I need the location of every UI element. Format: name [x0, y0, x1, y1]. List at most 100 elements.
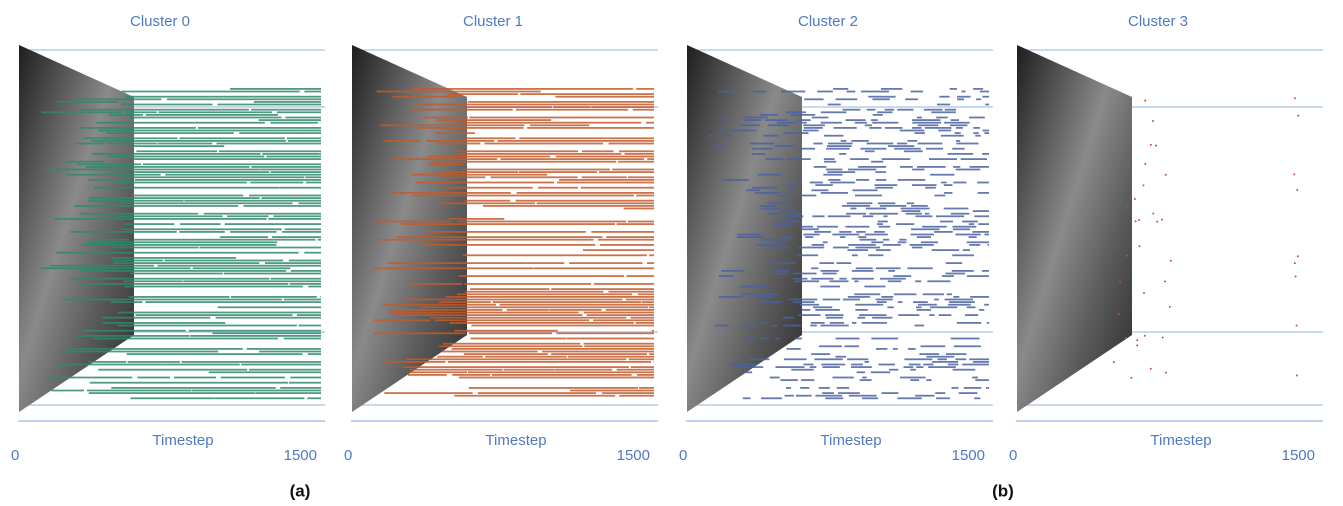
trajectory-strip: [403, 299, 623, 301]
trajectory-strip: [878, 221, 888, 223]
trajectory-strip: [122, 91, 300, 93]
trajectory-strip: [304, 91, 321, 93]
trajectory-strip: [454, 395, 615, 397]
trajectory-strip: [877, 111, 892, 113]
trajectory-strip: [390, 309, 503, 311]
trajectory-strip: [776, 221, 800, 223]
trajectory-strip: [439, 345, 583, 347]
trajectory-strip: [744, 338, 755, 340]
trajectory-strip: [145, 301, 321, 303]
trajectory-strip: [897, 109, 913, 111]
trajectory-strip: [146, 114, 278, 116]
trajectory-strip: [801, 309, 810, 311]
trajectory-strip: [491, 176, 578, 178]
trajectory-strip: [908, 348, 916, 350]
trajectory-strip: [501, 158, 645, 160]
trajectory-strip: [241, 364, 321, 366]
trajectory-strip: [915, 395, 934, 397]
trajectory-strip: [910, 244, 934, 246]
trajectory-strip: [975, 379, 989, 381]
trajectory-strip: [593, 319, 654, 321]
trajectory-strip: [942, 275, 954, 277]
trajectory-strip: [861, 91, 889, 93]
trajectory-strip: [951, 213, 970, 215]
trajectory-strip: [299, 325, 321, 327]
trajectory-strip: [469, 332, 552, 334]
trajectory-strip: [836, 338, 860, 340]
point: [1296, 374, 1298, 376]
trajectory-strip: [288, 140, 321, 142]
trajectory-strip: [290, 283, 321, 285]
trajectory-strip: [775, 338, 779, 340]
trajectory-strip: [118, 202, 292, 204]
x-axis-label: Timestep: [152, 432, 213, 449]
trajectory-strip: [962, 364, 989, 366]
trajectory-strip: [935, 392, 945, 394]
x-axis-label: Timestep: [1150, 432, 1211, 449]
trajectory-strip: [963, 249, 970, 251]
trajectory-strip: [777, 195, 793, 197]
trajectory-strip: [967, 241, 989, 243]
trajectory-strip: [800, 148, 815, 150]
trajectory-strip: [843, 299, 860, 301]
trajectory-strip: [121, 176, 304, 178]
x-tick-label: 0: [1009, 447, 1017, 464]
trajectory-strip: [787, 158, 811, 160]
trajectory-strip: [652, 330, 654, 332]
trajectory-strip: [898, 301, 903, 303]
trajectory-strip: [834, 127, 857, 129]
trajectory-strip: [167, 98, 321, 100]
trajectory-strip: [392, 192, 511, 194]
trajectory-strip: [745, 119, 762, 121]
trajectory-strip: [946, 353, 966, 355]
trajectory-strip: [944, 208, 969, 210]
trajectory-strip: [298, 202, 321, 204]
trajectory-strip: [270, 171, 321, 173]
trajectory-strip: [775, 273, 789, 275]
trajectory-strip: [121, 104, 213, 106]
trajectory-strip: [848, 169, 876, 171]
trajectory-strip: [796, 119, 810, 121]
trajectory-strip: [851, 364, 863, 366]
x-axis-label: Timestep: [485, 432, 546, 449]
trajectory-strip: [440, 202, 535, 204]
trajectory-strip: [551, 288, 654, 290]
trajectory-strip: [591, 231, 654, 233]
trajectory-strip: [786, 111, 806, 113]
trajectory-strip: [936, 397, 950, 399]
trajectory-strip: [957, 96, 970, 98]
trajectory-strip: [639, 387, 654, 389]
trajectory-strip: [719, 275, 734, 277]
point: [1295, 276, 1297, 278]
trajectory-strip: [527, 262, 564, 264]
trajectory-strip: [855, 122, 867, 124]
x-axis-label: Timestep: [820, 432, 881, 449]
trajectory-strip: [911, 91, 924, 93]
trajectory-strip: [110, 247, 198, 249]
trajectory-strip: [619, 150, 654, 152]
trajectory-strip: [820, 325, 848, 327]
trajectory-strip: [871, 241, 883, 243]
trajectory-strip: [305, 176, 321, 178]
trajectory-strip: [852, 278, 874, 280]
trajectory-strip: [132, 158, 321, 160]
trajectory-strip: [752, 187, 777, 189]
trajectory-strip: [457, 293, 632, 295]
trajectory-strip: [647, 262, 654, 264]
trajectory-strip: [952, 270, 974, 272]
trajectory-strip: [427, 163, 463, 165]
trajectory-strip: [811, 278, 833, 280]
x-tick-label: 1500: [952, 447, 985, 464]
trajectory-strip: [538, 187, 578, 189]
trajectory-strip: [876, 249, 891, 251]
trajectory-strip: [867, 143, 894, 145]
trajectory-strip: [401, 223, 615, 225]
trajectory-strip: [800, 226, 813, 228]
trajectory-strip: [290, 377, 321, 379]
trajectory-strip: [164, 260, 283, 262]
trajectory-strip: [954, 345, 981, 347]
trajectory-strip: [912, 247, 923, 249]
point: [1136, 339, 1138, 341]
trajectory-strip: [937, 104, 950, 106]
trajectory-strip: [102, 317, 211, 319]
